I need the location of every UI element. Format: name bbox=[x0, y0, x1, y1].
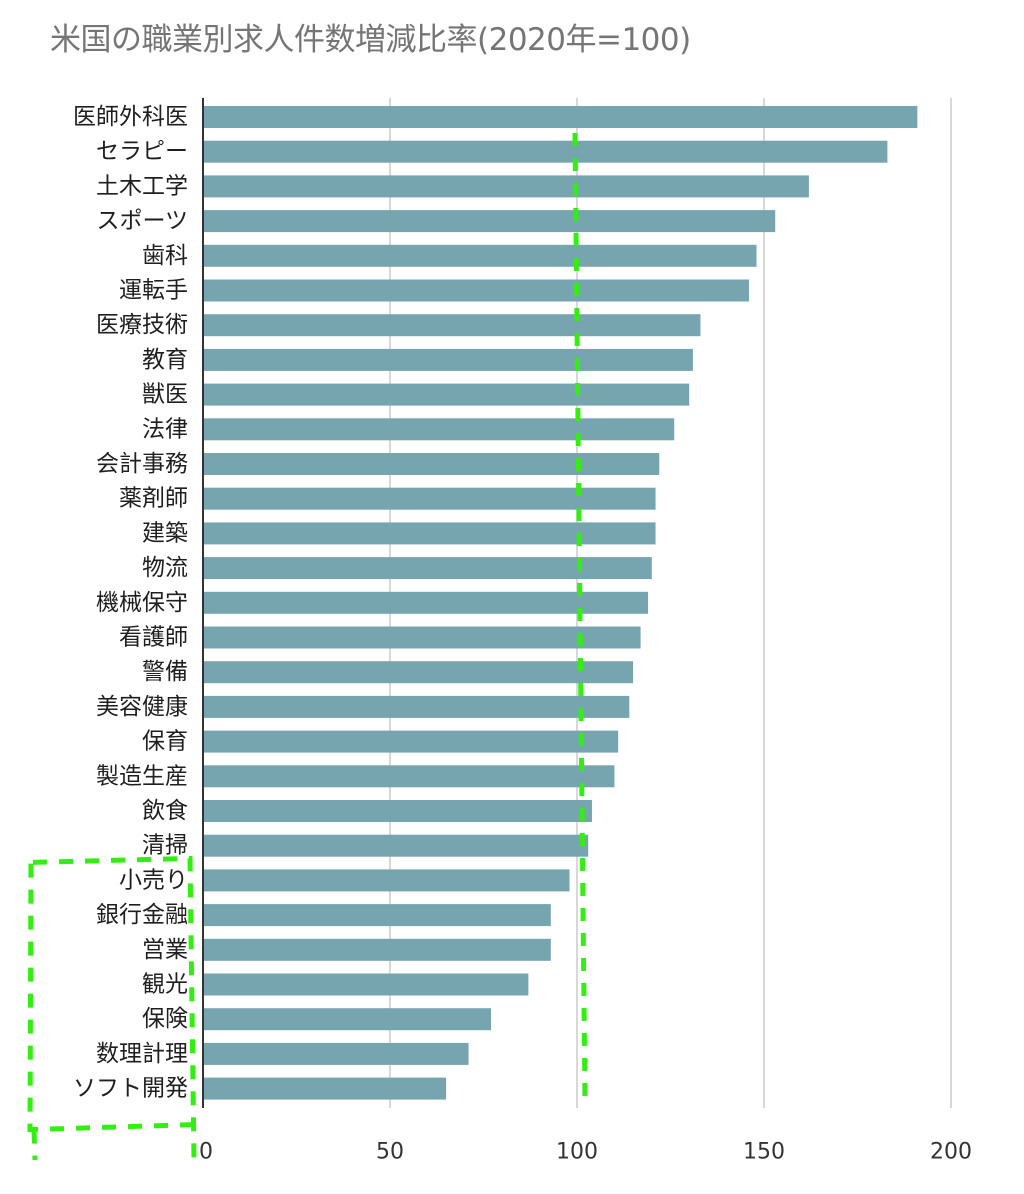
x-tick-label: 50 bbox=[376, 1140, 404, 1165]
bar bbox=[203, 453, 660, 475]
bar bbox=[203, 695, 630, 718]
bar bbox=[203, 1008, 491, 1031]
category-label: 小売り bbox=[119, 867, 188, 893]
category-label: 物流 bbox=[142, 555, 188, 581]
category-label: 銀行金融 bbox=[96, 902, 188, 928]
bar bbox=[203, 106, 918, 128]
bar bbox=[203, 487, 656, 510]
x-tick-labels: 0 50 100 150 200 bbox=[199, 1140, 972, 1165]
bar bbox=[203, 661, 634, 684]
bar bbox=[203, 800, 592, 822]
bar bbox=[203, 348, 693, 371]
category-label: 建築 bbox=[142, 520, 188, 546]
bar bbox=[203, 244, 757, 267]
category-label: 会計事務 bbox=[96, 451, 188, 477]
category-label: 看護師 bbox=[119, 625, 188, 651]
category-label: 教育 bbox=[142, 347, 188, 373]
bar bbox=[203, 418, 675, 441]
category-label: 医療技術 bbox=[96, 312, 188, 338]
category-label: スポーツ bbox=[96, 208, 188, 234]
bar bbox=[203, 904, 551, 927]
category-label: 観光 bbox=[142, 972, 188, 998]
bar bbox=[203, 522, 656, 545]
category-label: 法律 bbox=[142, 416, 188, 442]
category-label: 警備 bbox=[142, 659, 188, 685]
bar bbox=[203, 938, 551, 961]
category-label: 保育 bbox=[142, 729, 188, 755]
category-label: 医師外科医 bbox=[73, 104, 188, 130]
bar bbox=[203, 591, 649, 614]
x-tick-label: 100 bbox=[556, 1140, 598, 1165]
category-label: 営業 bbox=[142, 937, 188, 963]
x-tick-label: 200 bbox=[930, 1140, 972, 1165]
category-label: 美容健康 bbox=[96, 694, 188, 720]
bar bbox=[203, 626, 641, 649]
bar bbox=[203, 973, 529, 996]
bar bbox=[203, 730, 619, 753]
category-label: 土木工学 bbox=[96, 173, 188, 199]
bar bbox=[203, 1077, 447, 1100]
category-label: 機械保守 bbox=[96, 590, 188, 616]
category-label: セラピー bbox=[96, 139, 188, 165]
category-label: 運転手 bbox=[119, 278, 188, 304]
bar bbox=[203, 869, 570, 892]
bar bbox=[203, 557, 652, 580]
bar bbox=[203, 765, 615, 788]
category-label: 数理計理 bbox=[96, 1041, 188, 1067]
bar bbox=[203, 383, 690, 406]
reference-dashed-line bbox=[572, 132, 588, 1101]
category-label: 保険 bbox=[142, 1006, 188, 1032]
category-label: 飲食 bbox=[142, 798, 188, 824]
x-tick-label: 150 bbox=[743, 1140, 785, 1165]
category-label: 歯科 bbox=[142, 243, 188, 269]
category-labels: 医師外科医セラピー土木工学スポーツ歯科運転手医療技術教育獣医法律会計事務薬剤師建… bbox=[73, 104, 188, 1102]
category-label: 清掃 bbox=[142, 833, 188, 859]
category-label: ソフト開発 bbox=[73, 1076, 188, 1102]
bar bbox=[203, 279, 750, 302]
category-label: 獣医 bbox=[142, 382, 188, 408]
category-label: 薬剤師 bbox=[119, 486, 188, 512]
bar bbox=[203, 834, 589, 857]
bar bbox=[203, 210, 776, 233]
highlight-dashed-box bbox=[27, 855, 197, 1161]
annotations bbox=[27, 132, 588, 1161]
bar bbox=[203, 314, 701, 337]
category-label: 製造生産 bbox=[96, 763, 188, 789]
bars bbox=[203, 106, 918, 1100]
bar bbox=[203, 1042, 469, 1065]
x-tick-label: 0 bbox=[199, 1140, 213, 1165]
bar bbox=[203, 175, 809, 198]
chart-title: 米国の職業別求人件数増減比率(2020年=100) bbox=[50, 22, 691, 58]
bar bbox=[203, 140, 888, 163]
